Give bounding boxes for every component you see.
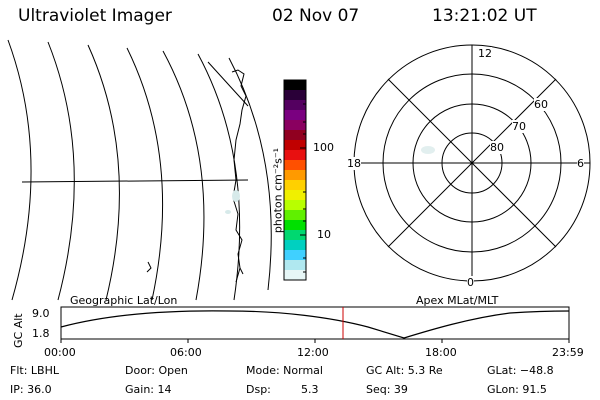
y-tick-high: 9.0 xyxy=(32,307,50,320)
x-tick-2359: 23:59 xyxy=(552,346,584,359)
geographic-grid-label: Geographic Lat/Lon xyxy=(70,294,178,307)
x-tick-0000: 00:00 xyxy=(44,346,76,359)
longitude-line xyxy=(47,41,75,301)
x-tick-0600: 06:00 xyxy=(170,346,202,359)
colorbar-cell xyxy=(284,150,306,161)
x-tick-1200: 12:00 xyxy=(297,346,329,359)
dsp-value: 5.3 xyxy=(301,383,319,396)
mlt-label-18: 18 xyxy=(347,157,361,170)
coastline xyxy=(231,69,247,283)
coastline xyxy=(239,267,244,275)
gain-info: Gain: 14 xyxy=(125,383,172,396)
colorbar-cell xyxy=(284,170,306,181)
colorbar-cell xyxy=(284,260,306,271)
colorbar-cell xyxy=(284,270,306,281)
mlt-label-0: 0 xyxy=(467,276,474,289)
lat-label-60: 60 xyxy=(534,98,548,111)
colorbar-cell xyxy=(284,130,306,141)
y-tick-low: 1.8 xyxy=(32,327,50,340)
longitude-line xyxy=(7,39,32,301)
glon-info: GLon: 91.5 xyxy=(487,383,547,396)
aurora-oval-faint xyxy=(421,146,435,154)
colorbar-cell xyxy=(284,180,306,191)
colorbar-cell xyxy=(284,200,306,211)
x-tick-1800: 18:00 xyxy=(425,346,457,359)
lat-label-80: 80 xyxy=(490,141,504,154)
colorbar-cell xyxy=(284,190,306,201)
door-info: Door: Open xyxy=(125,364,188,377)
latitude-line xyxy=(207,61,249,107)
longitude-line xyxy=(197,53,241,301)
colorbar-cell xyxy=(284,80,306,91)
colorbar-cell xyxy=(284,250,306,261)
mlt-label-6: 6 xyxy=(577,157,584,170)
apex-grid-label: Apex MLat/MLT xyxy=(416,294,499,307)
coastline xyxy=(146,261,152,273)
colorbar-cell xyxy=(284,90,306,101)
altitude-curve xyxy=(60,310,570,339)
colorbar-cell xyxy=(284,110,306,121)
mode-info: Mode: Normal xyxy=(246,364,323,377)
colorbar-tick-100: 100 xyxy=(313,141,334,154)
colorbar-cell xyxy=(284,120,306,131)
colorbar-cell xyxy=(284,240,306,251)
instrument-title: Ultraviolet Imager xyxy=(18,6,172,26)
aurora-emission xyxy=(225,190,240,214)
lat-label-70: 70 xyxy=(512,120,526,133)
latitude-line xyxy=(21,179,249,183)
y-axis-title: GC Alt xyxy=(12,313,25,348)
mlt-label-12: 12 xyxy=(478,47,492,60)
ip-info: IP: 36.0 xyxy=(10,383,52,396)
colorbar-cell xyxy=(284,220,306,231)
colorbar-tick-10: 10 xyxy=(317,228,331,241)
colorbar-cell xyxy=(284,210,306,221)
colorbar-cell xyxy=(284,100,306,111)
longitude-line xyxy=(87,44,120,301)
time-label: 13:21:02 UT xyxy=(432,6,537,26)
colorbar-cell xyxy=(284,230,306,241)
filter-info: Flt: LBHL xyxy=(10,364,59,377)
dsp-label: Dsp: xyxy=(246,383,271,396)
colorbar-cell xyxy=(284,140,306,151)
seq-info: Seq: 39 xyxy=(366,383,408,396)
colorbar-cell xyxy=(284,160,306,171)
longitude-line xyxy=(162,50,205,301)
date-label: 02 Nov 07 xyxy=(272,6,360,26)
gc-alt-info: GC Alt: 5.3 Re xyxy=(366,364,443,377)
longitude-line xyxy=(126,47,164,301)
mlt-diagonal xyxy=(387,78,557,248)
glat-info: GLat: −48.8 xyxy=(487,364,554,377)
